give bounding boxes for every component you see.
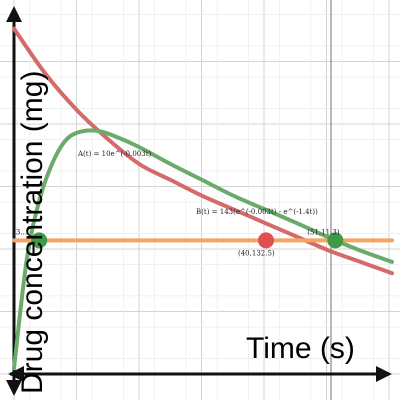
x-axis-title: Time (s) [246,332,355,365]
point-label-0: (3... [13,228,27,236]
series-line-1 [12,128,394,371]
series-line-0 [12,26,394,276]
b-equation-label: B(t) = 143(e^(-0.003t) - e^(-1.4t)) [196,208,318,216]
a-equation-label: A(t) = 10e^(-0.003t) [77,150,152,158]
intersection-point-1 [258,232,274,249]
point-label-1: (40,132.5) [238,249,275,257]
axes [6,6,392,396]
y-axis-title: Drug concentration (mg) [16,71,49,394]
y-axis-arrow-down [6,380,22,396]
series-layer [12,26,394,371]
points-layer: (3... (40,132.5) (51,11.3) [13,228,344,257]
x-axis-arrow-left [8,366,24,382]
intersection-point-0 [31,232,48,249]
x-axis-arrow-right [376,366,392,382]
intersection-point-2 [327,232,344,249]
y-axis-arrow-up [6,6,22,22]
point-label-2: (51,11.3) [307,228,339,236]
